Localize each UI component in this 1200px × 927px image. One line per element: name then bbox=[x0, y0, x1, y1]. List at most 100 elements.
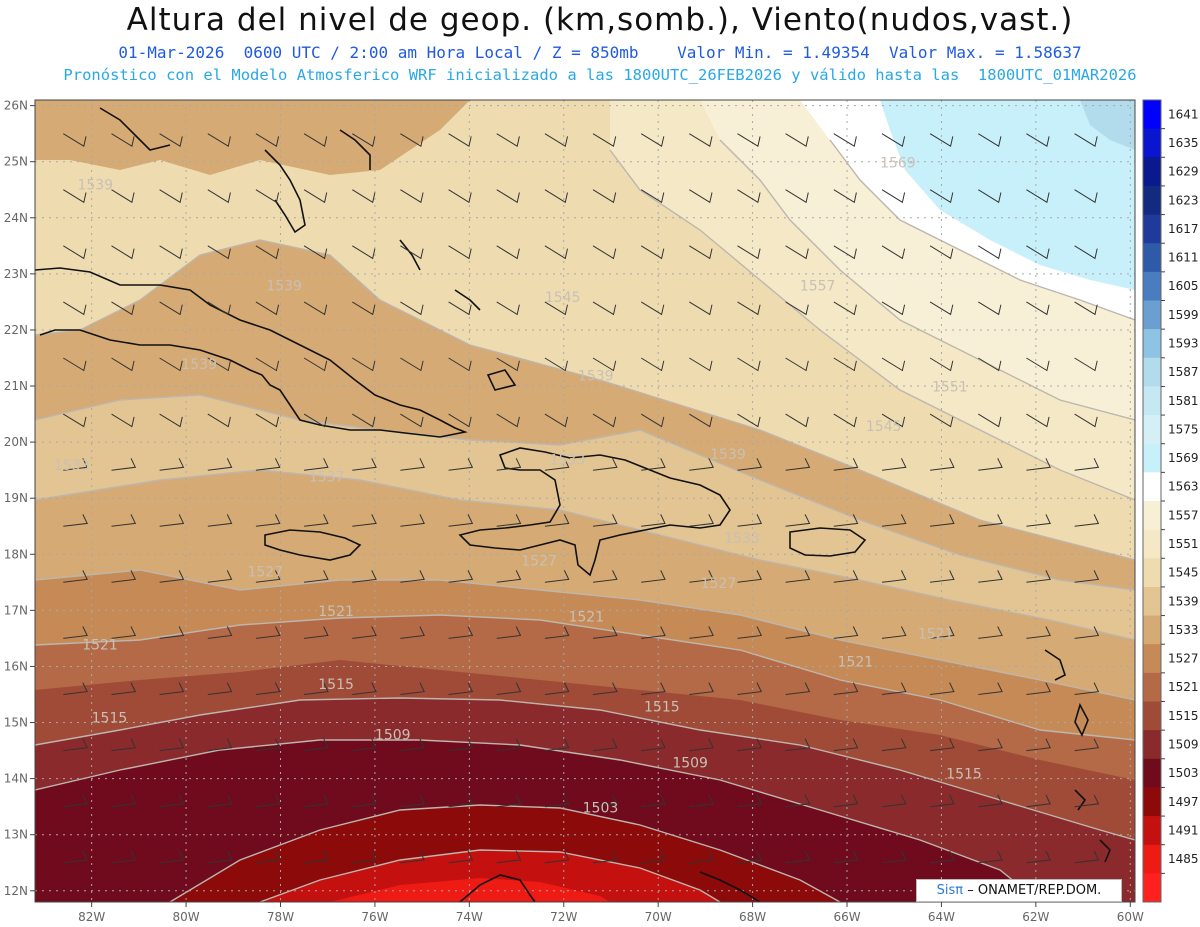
wind-barb bbox=[1074, 301, 1098, 316]
wind-barb bbox=[737, 357, 761, 372]
wind-barb bbox=[544, 301, 568, 316]
color-swatch bbox=[1143, 586, 1161, 617]
wind-barb bbox=[978, 357, 1002, 372]
wind-barb bbox=[641, 514, 666, 527]
wind-barb bbox=[352, 189, 376, 204]
colorbar-level-label: 1629 bbox=[1168, 165, 1199, 179]
wind-barb bbox=[207, 301, 231, 316]
wind-barb bbox=[640, 301, 665, 316]
wind-barb bbox=[689, 458, 714, 471]
wind-barb bbox=[111, 570, 137, 583]
wind-barb bbox=[448, 458, 474, 471]
wind-barb bbox=[304, 850, 329, 864]
wind-barb bbox=[978, 245, 1002, 260]
wind-barb bbox=[881, 413, 906, 428]
wind-barb bbox=[255, 850, 281, 864]
wind-barb bbox=[689, 738, 714, 752]
wind-barb bbox=[255, 301, 280, 316]
wind-barb bbox=[978, 682, 1003, 695]
wind-barb bbox=[352, 514, 377, 527]
colorbar-level-label: 1527 bbox=[1168, 652, 1199, 666]
wind-barb bbox=[1026, 357, 1050, 372]
wind-barb bbox=[689, 301, 713, 316]
colorbar-level-label: 1491 bbox=[1168, 823, 1199, 837]
wind-barb bbox=[159, 245, 183, 260]
lon-tick-label: 82W bbox=[78, 910, 105, 924]
wind-barb bbox=[881, 189, 906, 204]
wind-barb bbox=[737, 458, 763, 471]
wind-barb bbox=[1026, 514, 1051, 527]
contour-value-label: 1521 bbox=[838, 654, 874, 670]
wind-barb bbox=[689, 133, 713, 147]
wind-barb bbox=[930, 458, 955, 471]
color-swatch bbox=[1143, 787, 1161, 817]
wind-barb bbox=[207, 133, 231, 147]
wind-barb bbox=[111, 458, 137, 471]
wind-barb bbox=[159, 738, 185, 752]
map-frame bbox=[34, 99, 1136, 903]
contour-value-label: 1509 bbox=[672, 755, 708, 771]
wind-barb bbox=[785, 458, 811, 471]
wind-barb bbox=[303, 133, 328, 147]
wind-barb bbox=[544, 245, 568, 260]
colorbar-level-label: 1545 bbox=[1168, 566, 1199, 580]
wind-barb bbox=[496, 514, 522, 527]
wind-barb bbox=[111, 794, 137, 808]
lat-tick-label: 18N bbox=[4, 547, 28, 561]
wind-barb bbox=[930, 514, 955, 527]
color-swatch bbox=[1143, 128, 1161, 158]
wind-barb bbox=[785, 570, 811, 583]
wind-barb bbox=[737, 301, 761, 316]
wind-barb bbox=[785, 189, 809, 204]
wind-barb bbox=[930, 738, 955, 752]
wind-barb bbox=[833, 189, 857, 204]
color-swatch bbox=[1143, 758, 1161, 788]
credit-badge: Sisπ – ONAMET/REP.DOM. bbox=[916, 879, 1122, 902]
wind-barb bbox=[1026, 738, 1051, 752]
wind-barb bbox=[785, 357, 809, 372]
wind-barb bbox=[207, 413, 231, 428]
wind-barb bbox=[833, 301, 857, 316]
wind-barb bbox=[592, 413, 617, 428]
wind-barb bbox=[1074, 245, 1098, 260]
lat-tick-label: 21N bbox=[4, 379, 28, 393]
lon-tick-label: 70W bbox=[645, 910, 672, 924]
wind-barb bbox=[63, 189, 87, 204]
wind-barb bbox=[544, 738, 570, 752]
wind-barb bbox=[930, 682, 955, 695]
wind-barb bbox=[978, 738, 1003, 752]
contour-value-label: 1533 bbox=[550, 453, 586, 469]
wind-barb bbox=[111, 245, 135, 260]
color-swatch bbox=[1143, 243, 1161, 273]
wind-barb bbox=[159, 458, 185, 471]
contour-value-label: 1545 bbox=[545, 290, 581, 306]
model-info-subtitle: Pronóstico con el Modelo Atmosferico WRF… bbox=[63, 66, 1137, 84]
colorbar-level-label: 1575 bbox=[1168, 422, 1199, 436]
wind-barb bbox=[63, 357, 87, 372]
wind-barb bbox=[544, 133, 568, 147]
wind-barb bbox=[544, 357, 568, 372]
color-swatch bbox=[1143, 558, 1161, 588]
wind-barb bbox=[737, 682, 763, 695]
wind-barb bbox=[689, 189, 713, 204]
wind-barb bbox=[978, 133, 1002, 147]
wind-barb bbox=[111, 189, 135, 204]
wind-barb bbox=[159, 514, 185, 527]
lat-tick-label: 15N bbox=[4, 716, 28, 730]
wind-barb bbox=[592, 458, 618, 471]
wind-barb bbox=[63, 850, 88, 864]
brand-logo: Sisπ bbox=[936, 883, 964, 898]
wind-barb bbox=[544, 850, 570, 864]
lon-tick-label: 76W bbox=[361, 910, 388, 924]
colorbar-level-label: 1605 bbox=[1168, 279, 1199, 293]
wind-barb bbox=[448, 413, 472, 428]
wind-barb bbox=[1074, 189, 1098, 204]
colorbar-level-label: 1587 bbox=[1168, 365, 1199, 379]
wind-barb bbox=[1074, 850, 1100, 864]
wind-barb bbox=[496, 357, 520, 372]
wind-barb bbox=[400, 570, 425, 583]
wind-barb bbox=[689, 850, 714, 864]
colorbar-level-label: 1503 bbox=[1168, 766, 1199, 780]
contour-labels: 1539 1539 1539 1545 1557 1569 1551 1545 1539 1539… bbox=[54, 155, 982, 816]
contour-value-label: 1509 bbox=[375, 727, 411, 743]
